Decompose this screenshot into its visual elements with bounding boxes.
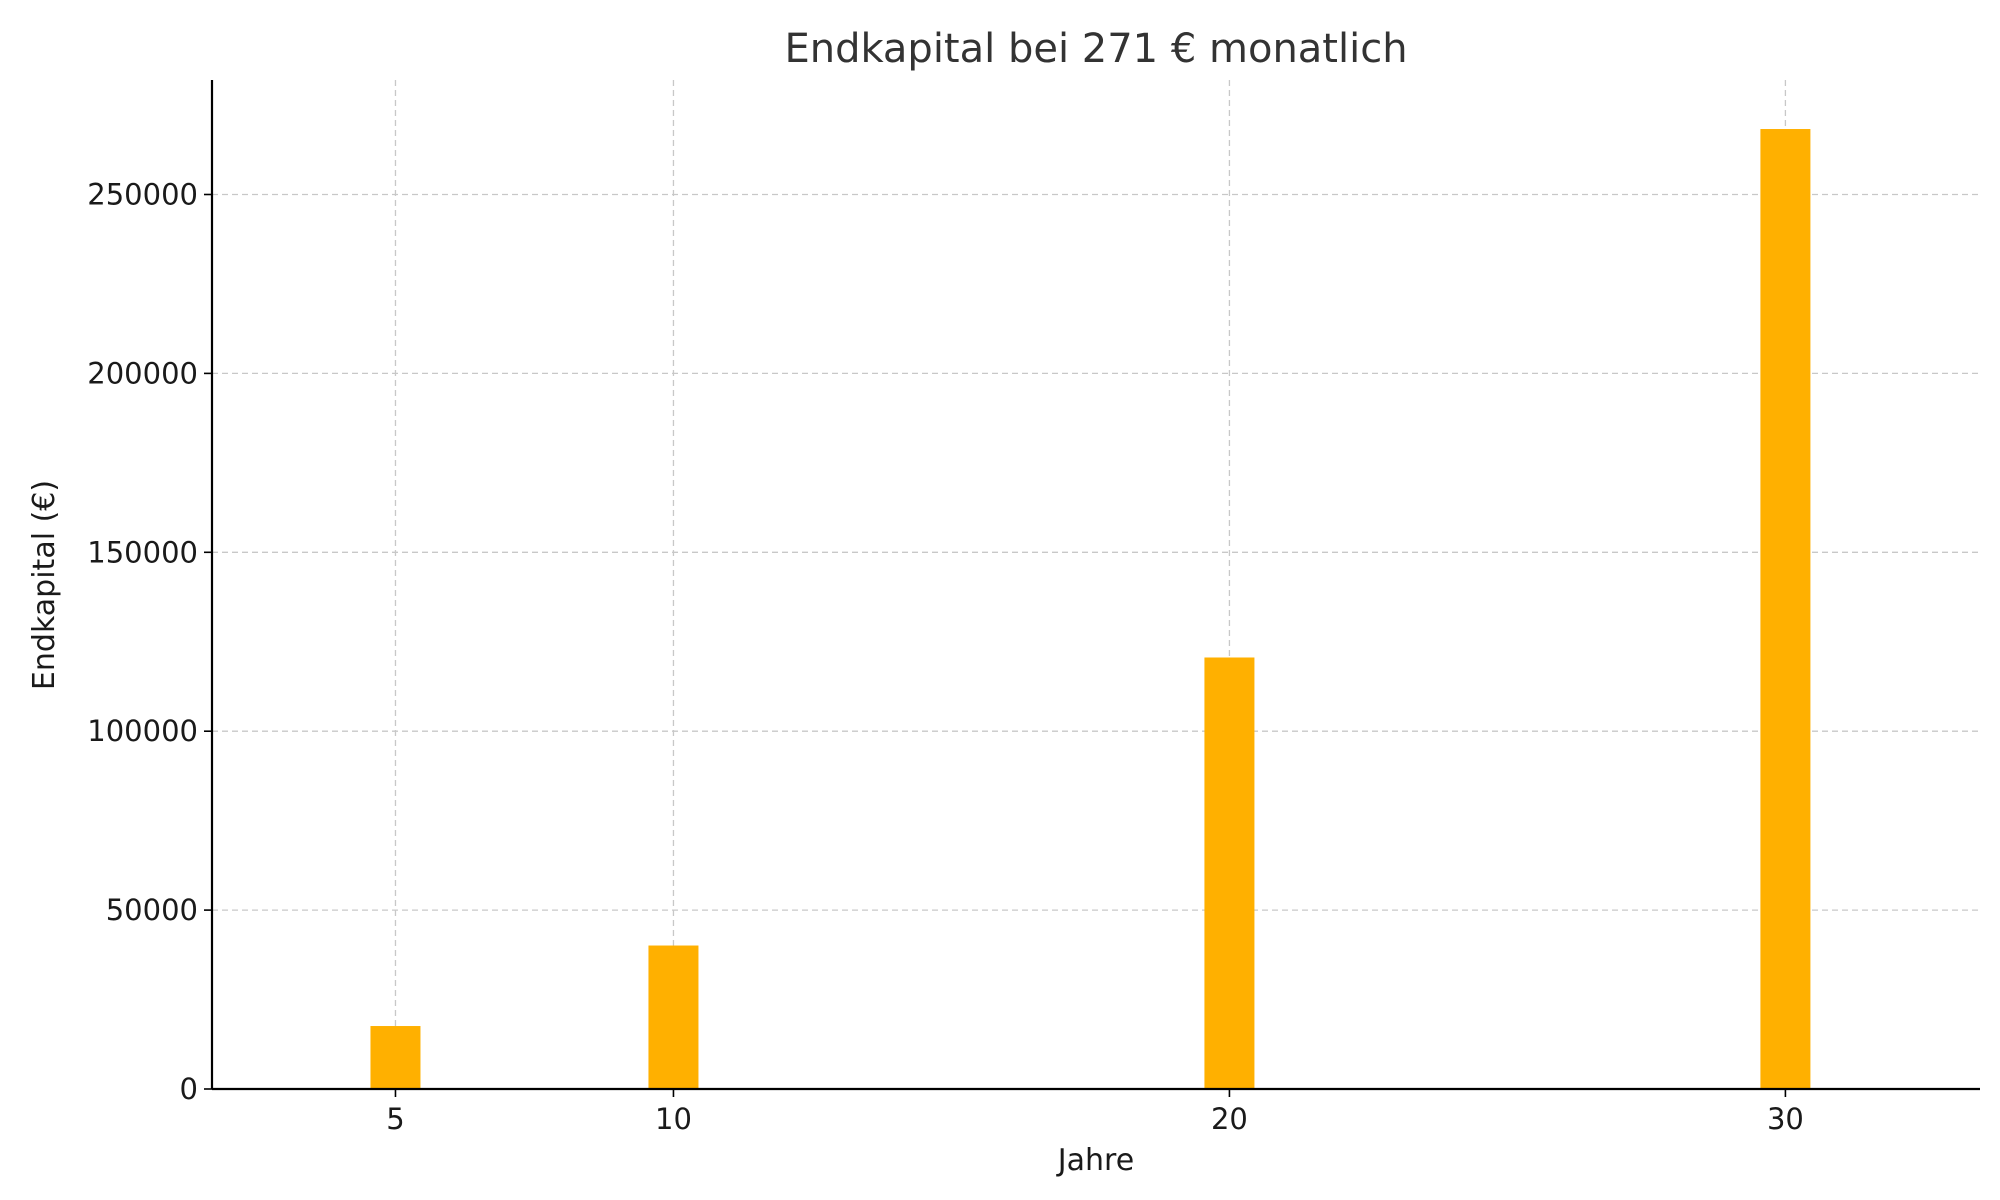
grid-lines xyxy=(212,80,1980,1089)
y-axis-label: Endkapital (€) xyxy=(27,480,62,690)
bar-20 xyxy=(1204,657,1255,1089)
y-tick-label: 0 xyxy=(180,1072,198,1106)
x-tick-label: 20 xyxy=(1211,1102,1248,1136)
x-tick-label: 30 xyxy=(1767,1102,1804,1136)
ticks: 0 50000 100000 150000 200000 250000 5 10 20 30 xyxy=(87,177,1804,1136)
y-tick-label: 100000 xyxy=(87,714,198,748)
chart-title: Endkapital bei 271 € monatlich xyxy=(784,26,1407,72)
y-tick-label: 50000 xyxy=(106,893,198,927)
x-tick-label: 10 xyxy=(655,1102,692,1136)
axes xyxy=(210,80,1980,1091)
bar-5 xyxy=(370,1026,421,1089)
bar-30 xyxy=(1760,129,1811,1089)
y-tick-label: 250000 xyxy=(87,177,198,211)
x-tick-label: 5 xyxy=(386,1102,404,1136)
x-axis-label: Jahre xyxy=(1056,1143,1134,1178)
y-tick-label: 200000 xyxy=(87,356,198,390)
bar-10 xyxy=(648,945,699,1089)
bars xyxy=(370,129,1811,1089)
y-tick-label: 150000 xyxy=(87,535,198,569)
